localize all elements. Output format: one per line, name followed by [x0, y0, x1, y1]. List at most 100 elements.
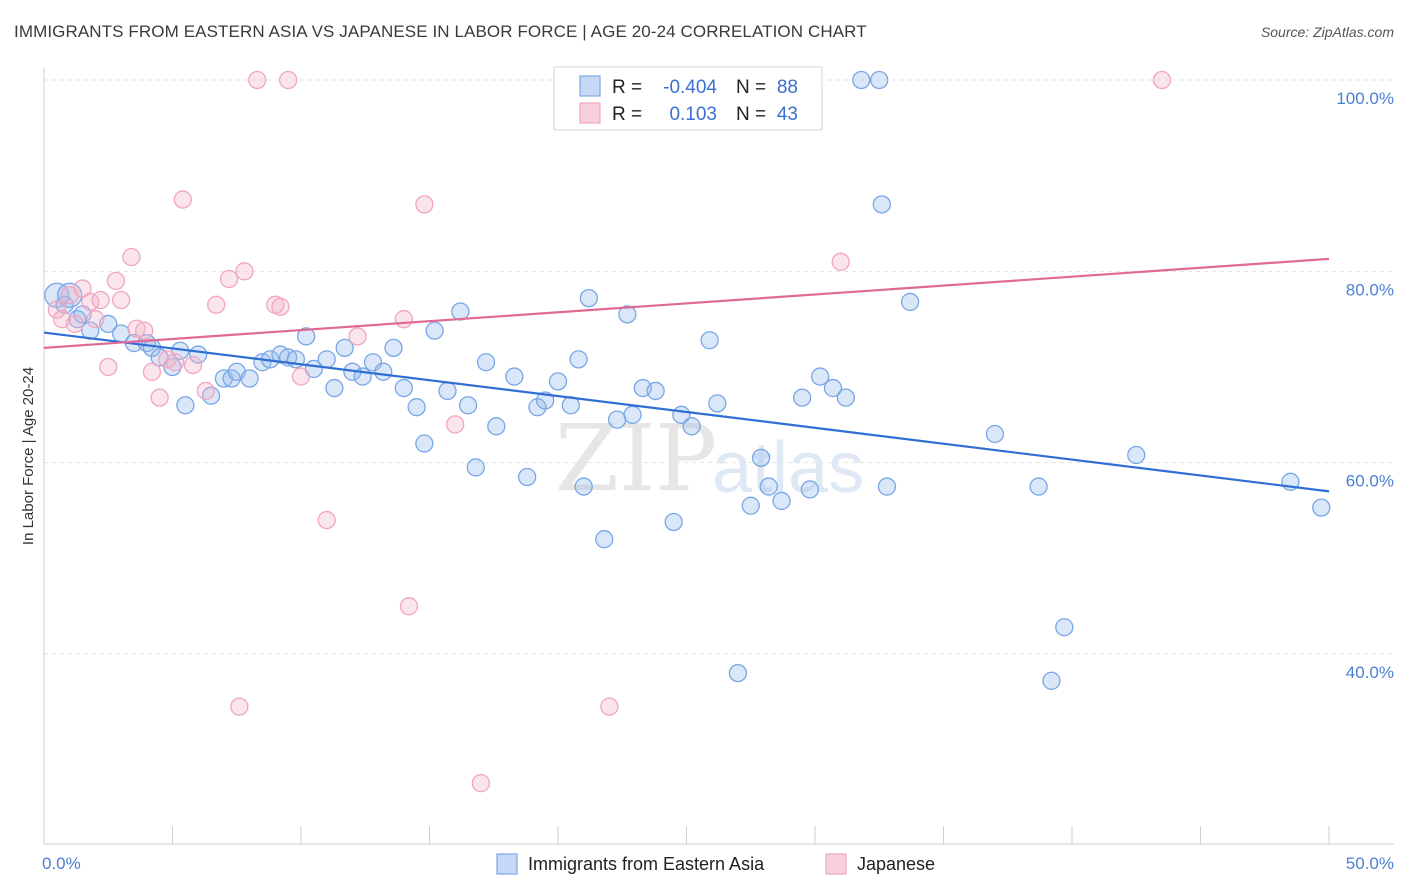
legend-n-value-blue: 88 [777, 77, 798, 98]
data-point [800, 480, 820, 499]
data-point [230, 697, 249, 716]
data-point [438, 381, 457, 401]
data-point [176, 396, 195, 415]
data-point [836, 388, 855, 407]
data-point [451, 302, 470, 321]
series-japanese-points [47, 70, 1172, 793]
data-point [399, 597, 419, 616]
data-point [466, 458, 485, 477]
data-point [296, 327, 316, 346]
data-point [1042, 671, 1061, 690]
data-point [870, 70, 889, 90]
data-point [317, 350, 336, 369]
data-point [207, 295, 226, 314]
legend-swatch-pink [579, 102, 601, 124]
y-tick-label: 80.0% [1346, 280, 1394, 299]
y-tick-label: 60.0% [1346, 472, 1394, 491]
data-point [569, 350, 588, 369]
data-point [810, 367, 830, 386]
data-point [99, 357, 118, 377]
data-point [772, 491, 791, 511]
data-point [793, 388, 812, 407]
data-point [384, 338, 403, 358]
data-point [646, 381, 665, 401]
data-point [579, 288, 598, 308]
data-point [150, 388, 169, 407]
data-point [708, 394, 727, 413]
data-point [852, 70, 871, 90]
data-point [173, 190, 192, 209]
data-point [394, 378, 413, 398]
data-point [135, 321, 154, 340]
data-point [759, 477, 778, 496]
data-point [91, 290, 110, 310]
data-point [518, 467, 537, 487]
data-point [476, 353, 496, 372]
data-point [664, 512, 683, 532]
data-point [240, 369, 259, 388]
data-point [407, 398, 426, 417]
legend-n-value-pink: 43 [777, 104, 798, 125]
data-point [536, 391, 555, 410]
legend-n-label-pink: N = [736, 104, 766, 125]
data-point [415, 434, 434, 453]
data-point [106, 271, 126, 291]
y-tick-label: 40.0% [1346, 663, 1394, 682]
data-point [1055, 618, 1074, 637]
data-point [1152, 70, 1172, 90]
data-point [823, 378, 843, 398]
gridlines [44, 79, 1394, 655]
y-axis-label: In Labor Force | Age 20-24 [20, 367, 37, 545]
data-point [1029, 477, 1048, 496]
data-point [900, 292, 920, 312]
data-point [291, 367, 311, 386]
chart-title: IMMIGRANTS FROM EASTERN ASIA VS JAPANESE… [14, 22, 867, 41]
data-point [985, 424, 1005, 444]
data-point [446, 415, 465, 434]
y-axis-tick-labels: 40.0% 60.0% 80.0% 100.0% [1336, 89, 1394, 682]
y-tick-label: 100.0% [1336, 89, 1394, 108]
x-tick-label-min: 0.0% [42, 854, 81, 873]
data-point [505, 367, 524, 386]
data-point [111, 290, 131, 310]
data-point [574, 477, 593, 496]
data-point [728, 663, 748, 683]
data-point [700, 331, 719, 350]
bottom-legend-label-pink: Japanese [857, 854, 935, 874]
trend-line-blue [43, 331, 1330, 493]
data-point [623, 405, 642, 424]
bottom-legend-label-blue: Immigrants from Eastern Asia [528, 854, 765, 874]
legend-r-value-blue: -0.404 [663, 77, 717, 98]
data-point [235, 262, 254, 281]
data-point [183, 355, 203, 375]
data-point [1312, 498, 1331, 517]
data-point [196, 381, 216, 401]
series-eastern-asia-points [44, 70, 1331, 690]
data-point [682, 417, 701, 436]
data-point [394, 310, 413, 329]
data-point [877, 477, 897, 496]
data-point [872, 195, 891, 214]
bottom-legend-swatch-blue [496, 853, 518, 875]
legend-r-label-pink: R = [612, 104, 642, 125]
data-point [317, 510, 336, 530]
data-point [751, 448, 771, 468]
data-point [1127, 445, 1146, 465]
data-point [458, 396, 478, 415]
data-point [65, 314, 84, 334]
data-point [595, 530, 614, 549]
x-tick-label-max: 50.0% [1346, 854, 1394, 873]
data-point [548, 372, 568, 391]
stats-legend: R = -0.404 N = 88 R = 0.103 N = 43 [553, 66, 823, 131]
data-point [142, 362, 162, 381]
data-point [471, 774, 491, 793]
source-label: Source: ZipAtlas.com [1260, 24, 1394, 40]
legend-n-label-blue: N = [736, 77, 766, 98]
bottom-legend-swatch-pink [825, 853, 847, 875]
data-point [325, 378, 344, 398]
data-point [165, 353, 185, 372]
legend-r-value-pink: 0.103 [669, 104, 717, 125]
x-axis-ticks [43, 826, 1330, 844]
legend-r-label-blue: R = [612, 77, 642, 98]
data-point [415, 195, 434, 214]
